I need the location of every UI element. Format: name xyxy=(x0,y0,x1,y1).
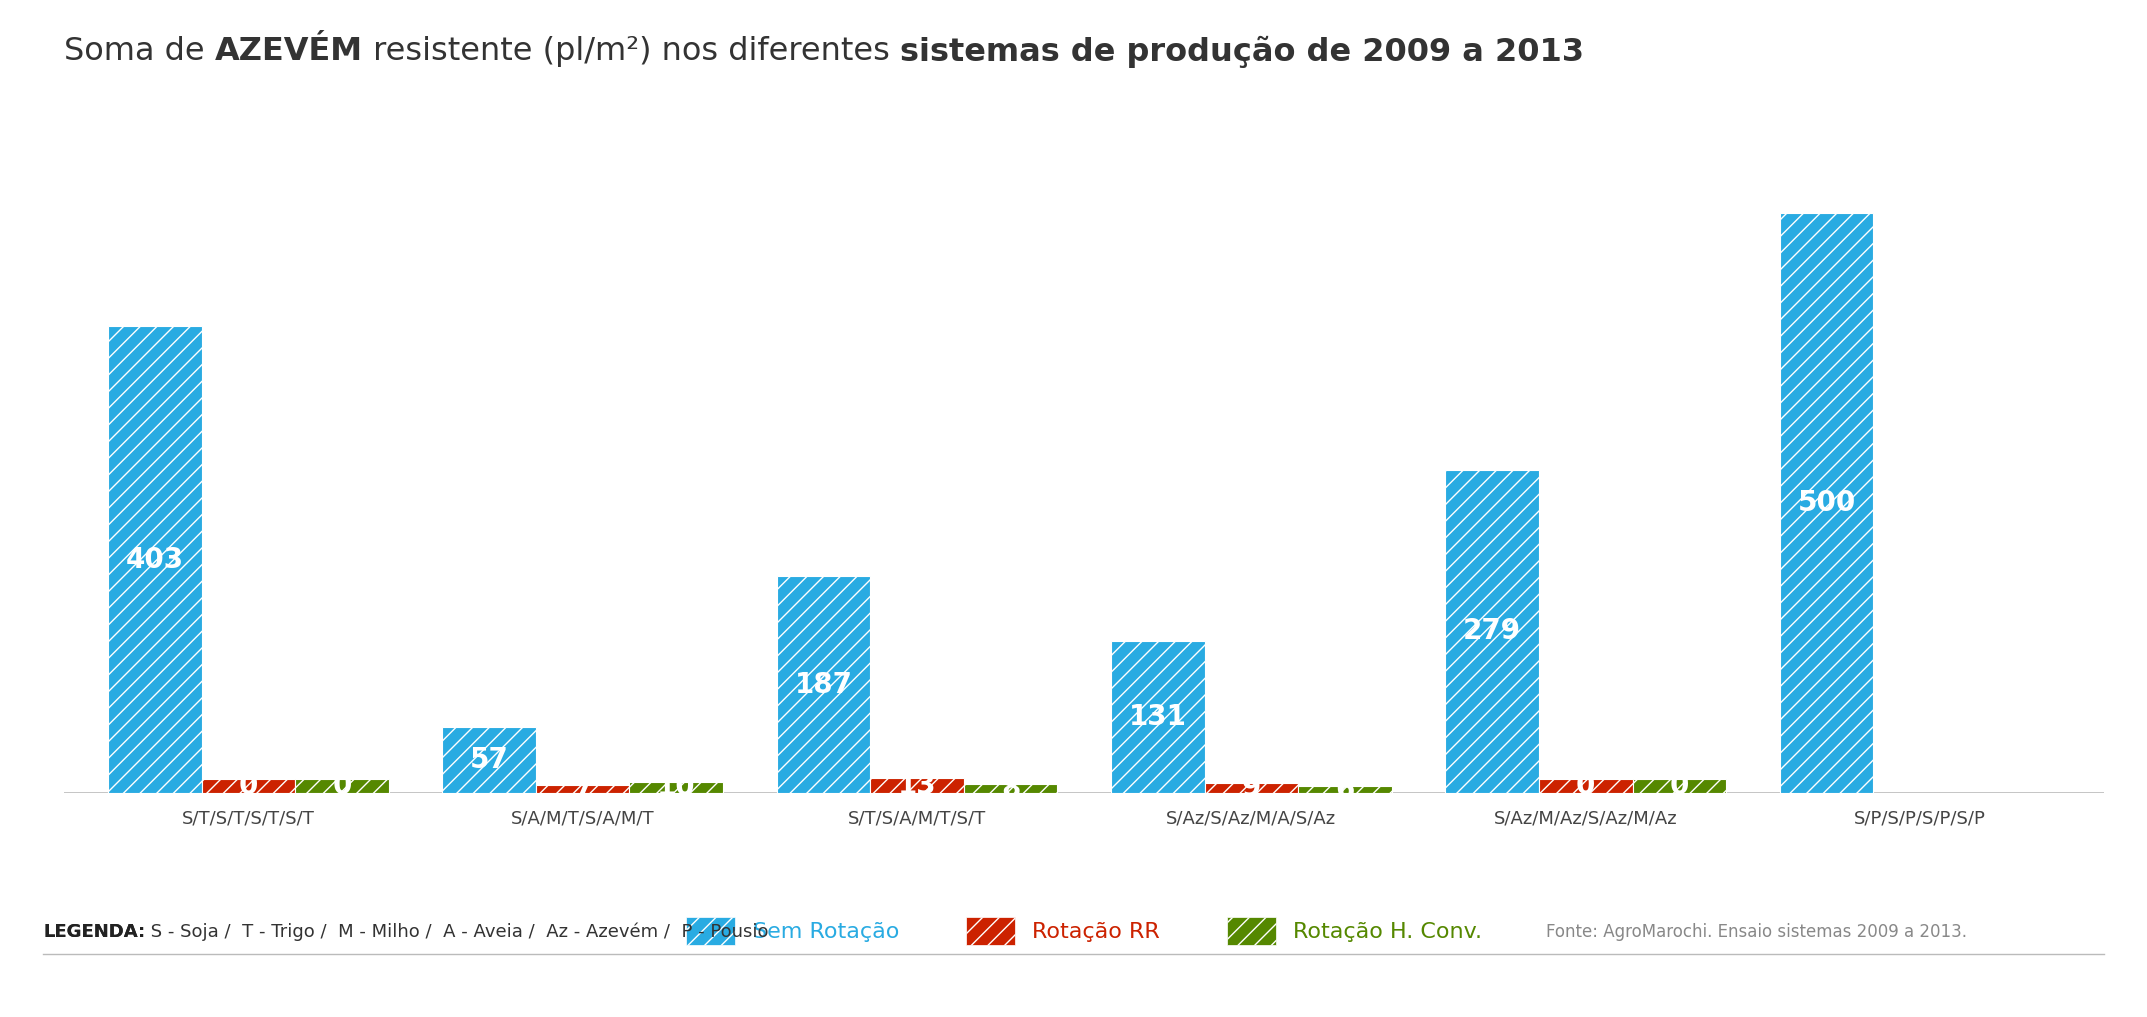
Bar xyxy=(202,779,294,793)
Text: 0: 0 xyxy=(333,772,352,800)
Bar xyxy=(537,785,629,793)
Text: 7: 7 xyxy=(573,775,593,803)
Text: 403: 403 xyxy=(127,545,185,574)
Legend: Sem Rotação, Rotação RR, Rotação H. Conv.: Sem Rotação, Rotação RR, Rotação H. Conv… xyxy=(676,908,1492,954)
Text: LEGENDA:: LEGENDA: xyxy=(43,922,146,941)
Text: S - Soja /  T - Trigo /  M - Milho /  A - Aveia /  Az - Azevém /  P - Pousio: S - Soja / T - Trigo / M - Milho / A - A… xyxy=(146,922,769,941)
Bar xyxy=(964,784,1058,793)
Bar xyxy=(107,325,202,793)
Text: sistemas de produção de 2009 a 2013: sistemas de produção de 2009 a 2013 xyxy=(900,36,1584,68)
Text: 131: 131 xyxy=(1129,704,1187,731)
Bar xyxy=(1632,779,1726,793)
Text: resistente (pl/m²) nos diferentes: resistente (pl/m²) nos diferentes xyxy=(363,36,900,66)
Text: Fonte: AgroMarochi. Ensaio sistemas 2009 a 2013.: Fonte: AgroMarochi. Ensaio sistemas 2009… xyxy=(1546,922,1967,941)
Text: 9: 9 xyxy=(1241,774,1260,802)
Bar xyxy=(294,779,389,793)
Bar xyxy=(442,727,537,793)
Text: 8: 8 xyxy=(1001,775,1020,802)
Text: 0: 0 xyxy=(1670,772,1690,800)
Text: 279: 279 xyxy=(1462,617,1522,646)
Bar xyxy=(1780,214,1874,793)
Text: 6: 6 xyxy=(1335,776,1355,803)
Bar xyxy=(1299,786,1391,793)
Bar xyxy=(777,577,870,793)
Bar xyxy=(629,782,724,793)
Text: 57: 57 xyxy=(470,746,509,774)
Text: 10: 10 xyxy=(657,774,696,801)
Text: 187: 187 xyxy=(794,671,852,699)
Text: LEGENDA:: LEGENDA: xyxy=(43,922,146,941)
Bar xyxy=(1204,783,1299,793)
Text: 500: 500 xyxy=(1797,489,1855,518)
Text: AZEVÉM: AZEVÉM xyxy=(215,36,363,66)
Bar xyxy=(1110,642,1204,793)
Bar xyxy=(1445,470,1539,793)
Bar xyxy=(870,778,964,793)
Text: 13: 13 xyxy=(897,772,936,799)
Text: Soma de: Soma de xyxy=(64,36,215,66)
Text: 0: 0 xyxy=(238,772,258,800)
Bar xyxy=(1539,779,1632,793)
Text: 0: 0 xyxy=(1576,772,1595,800)
